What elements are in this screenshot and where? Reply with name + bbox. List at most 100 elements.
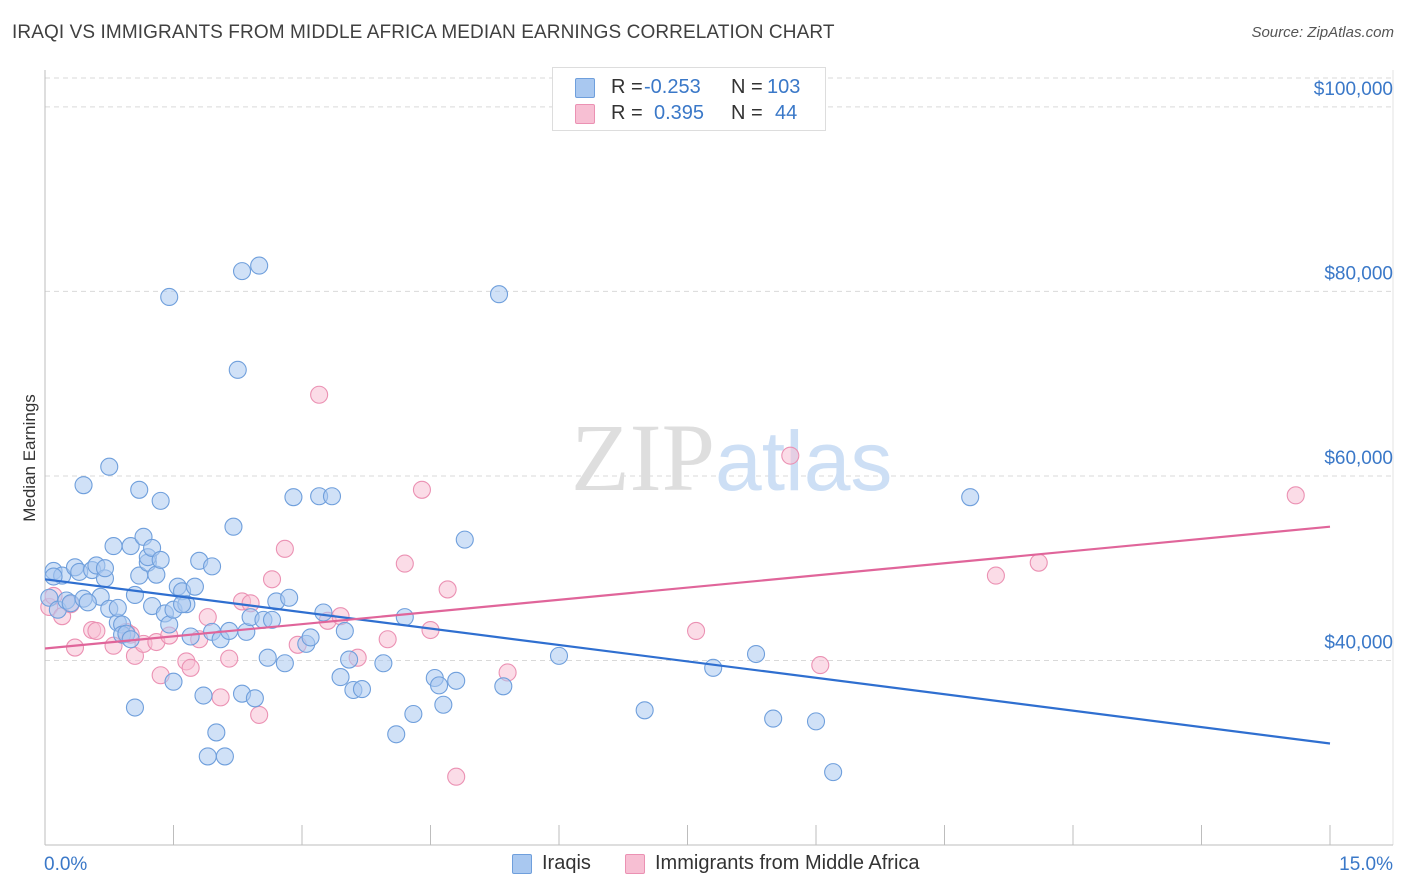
y-axis-label: Median Earnings: [20, 394, 39, 522]
iraqis-point: [262, 610, 282, 629]
series-iraqis: [40, 256, 980, 782]
iraqis-point: [100, 457, 119, 476]
iraqis-point: [232, 262, 252, 281]
iraqis-point: [203, 557, 222, 576]
bottom-legend-label: Iraqis: [542, 852, 591, 874]
iraqis-point: [335, 621, 354, 641]
middle-africa-point: [1286, 486, 1305, 505]
middle-africa-point: [65, 638, 85, 657]
bottom-legend-swatch-blue: [512, 854, 532, 874]
iraqis-point: [322, 487, 342, 506]
iraqis-point: [494, 677, 513, 696]
middle-africa-point: [87, 621, 106, 641]
iraqis-point: [635, 701, 654, 720]
legend-n-label: N =: [731, 76, 763, 98]
iraqis-point: [275, 654, 294, 673]
middle-africa-point: [1029, 553, 1048, 572]
iraqis-point: [430, 676, 449, 695]
iraqis-point: [151, 491, 170, 510]
legend-r-label: R =: [611, 76, 643, 98]
iraqis-point: [387, 725, 406, 744]
trend-lines: [44, 525, 1331, 745]
bottom-legend-swatch-pink: [625, 854, 645, 874]
iraqis-point: [74, 476, 93, 495]
iraqis-point: [198, 747, 217, 766]
middle-africa-point: [412, 480, 431, 499]
iraqis-point: [194, 686, 213, 705]
iraqis-point: [331, 668, 350, 687]
iraqis-point: [228, 360, 247, 379]
iraqis-point: [489, 285, 509, 304]
iraqis-point: [44, 567, 63, 586]
source-label: Source: ZipAtlas.com: [1251, 24, 1394, 41]
axes: [44, 70, 1393, 846]
watermark-zip: ZIP: [571, 404, 715, 511]
iraqis-point: [764, 709, 783, 728]
legend-r-value: -0.253: [644, 76, 701, 98]
iraqis-point: [258, 648, 277, 667]
iraqis-point: [224, 517, 243, 536]
middle-africa-trend-line: [44, 525, 1331, 650]
middle-africa-point: [211, 688, 230, 707]
iraqis-point: [207, 723, 226, 742]
iraqis-point: [160, 287, 179, 307]
iraqis-point: [78, 593, 97, 612]
middle-africa-point: [250, 705, 269, 724]
tick-labels: $40,000 $60,000 $80,000 $100,000 0.0% 15.0%: [44, 79, 1393, 875]
middle-africa-point: [378, 630, 397, 649]
middle-africa-point: [781, 446, 800, 465]
iraqis-point: [704, 658, 723, 677]
iraqis-point: [806, 712, 826, 731]
iraqis-point: [245, 689, 264, 708]
iraqis-point: [549, 646, 569, 665]
iraqis-point: [108, 598, 127, 617]
middle-africa-point: [986, 566, 1005, 585]
watermark-atlas: atlas: [715, 414, 892, 508]
y-tick-label: $60,000: [1324, 448, 1393, 469]
y-tick-label: $100,000: [1314, 79, 1393, 100]
middle-africa-point: [395, 554, 414, 573]
iraqis-point: [824, 763, 843, 782]
iraqis-point: [164, 672, 183, 691]
iraqis-point: [395, 608, 414, 627]
iraqis-point: [95, 559, 115, 578]
iraqis-point: [314, 603, 333, 622]
x-tick-label-max: 15.0%: [1339, 854, 1393, 875]
middle-africa-point: [811, 656, 830, 675]
iraqis-point: [455, 530, 474, 549]
iraqis-point: [130, 480, 149, 499]
legend-n-label: N =: [731, 102, 763, 124]
chart-title: IRAQI VS IMMIGRANTS FROM MIDDLE AFRICA M…: [12, 22, 835, 43]
x-tick-label-min: 0.0%: [44, 854, 87, 875]
middle-africa-point: [438, 580, 457, 599]
iraqis-point: [215, 747, 234, 766]
middle-africa-point: [310, 385, 329, 404]
iraqis-point: [404, 704, 423, 724]
correlation-legend: R = -0.253 N = 103 R = 0.395 N = 44: [552, 67, 826, 131]
middle-africa-point: [220, 649, 239, 668]
iraqis-point: [340, 650, 359, 669]
legend-swatch-blue: [575, 78, 595, 98]
iraqis-point: [374, 654, 393, 673]
iraqis-point: [151, 550, 170, 569]
bottom-legend-label: Immigrants from Middle Africa: [655, 852, 920, 874]
iraqis-point: [434, 695, 453, 714]
legend-swatch-pink: [575, 104, 595, 124]
legend-r-value: 0.395: [654, 102, 705, 124]
iraqis-trend-line: [44, 578, 1331, 745]
legend-n-value: 44: [775, 102, 798, 124]
iraqis-point: [352, 680, 372, 699]
legend-n-value: 103: [767, 76, 801, 98]
middle-africa-point: [262, 570, 282, 589]
iraqis-point: [961, 488, 980, 507]
iraqis-point: [284, 488, 303, 507]
iraqis-point: [104, 537, 123, 556]
y-tick-label: $80,000: [1324, 263, 1393, 284]
iraqis-point: [746, 644, 766, 664]
iraqis-point: [280, 588, 299, 607]
iraqis-point: [185, 577, 204, 596]
legend-r-label: R =: [611, 102, 643, 124]
middle-africa-point: [687, 621, 706, 641]
iraqis-point: [121, 537, 140, 556]
